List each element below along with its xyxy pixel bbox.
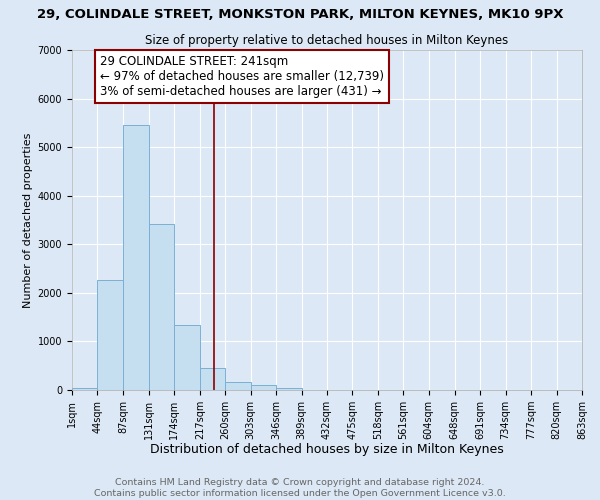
Title: Size of property relative to detached houses in Milton Keynes: Size of property relative to detached ho… — [145, 34, 509, 48]
X-axis label: Distribution of detached houses by size in Milton Keynes: Distribution of detached houses by size … — [150, 444, 504, 456]
Bar — [123, 125, 149, 390]
Bar — [251, 385, 276, 390]
Y-axis label: Number of detached properties: Number of detached properties — [23, 132, 34, 308]
Bar — [200, 368, 225, 390]
Text: 29 COLINDALE STREET: 241sqm
← 97% of detached houses are smaller (12,739)
3% of : 29 COLINDALE STREET: 241sqm ← 97% of det… — [100, 55, 384, 98]
Bar — [175, 325, 200, 390]
Text: Contains HM Land Registry data © Crown copyright and database right 2024.
Contai: Contains HM Land Registry data © Crown c… — [94, 478, 506, 498]
Text: 29, COLINDALE STREET, MONKSTON PARK, MILTON KEYNES, MK10 9PX: 29, COLINDALE STREET, MONKSTON PARK, MIL… — [37, 8, 563, 20]
Bar — [149, 224, 175, 390]
Bar — [72, 388, 97, 390]
Bar — [276, 388, 302, 390]
Bar — [225, 382, 251, 390]
Bar — [97, 280, 123, 390]
